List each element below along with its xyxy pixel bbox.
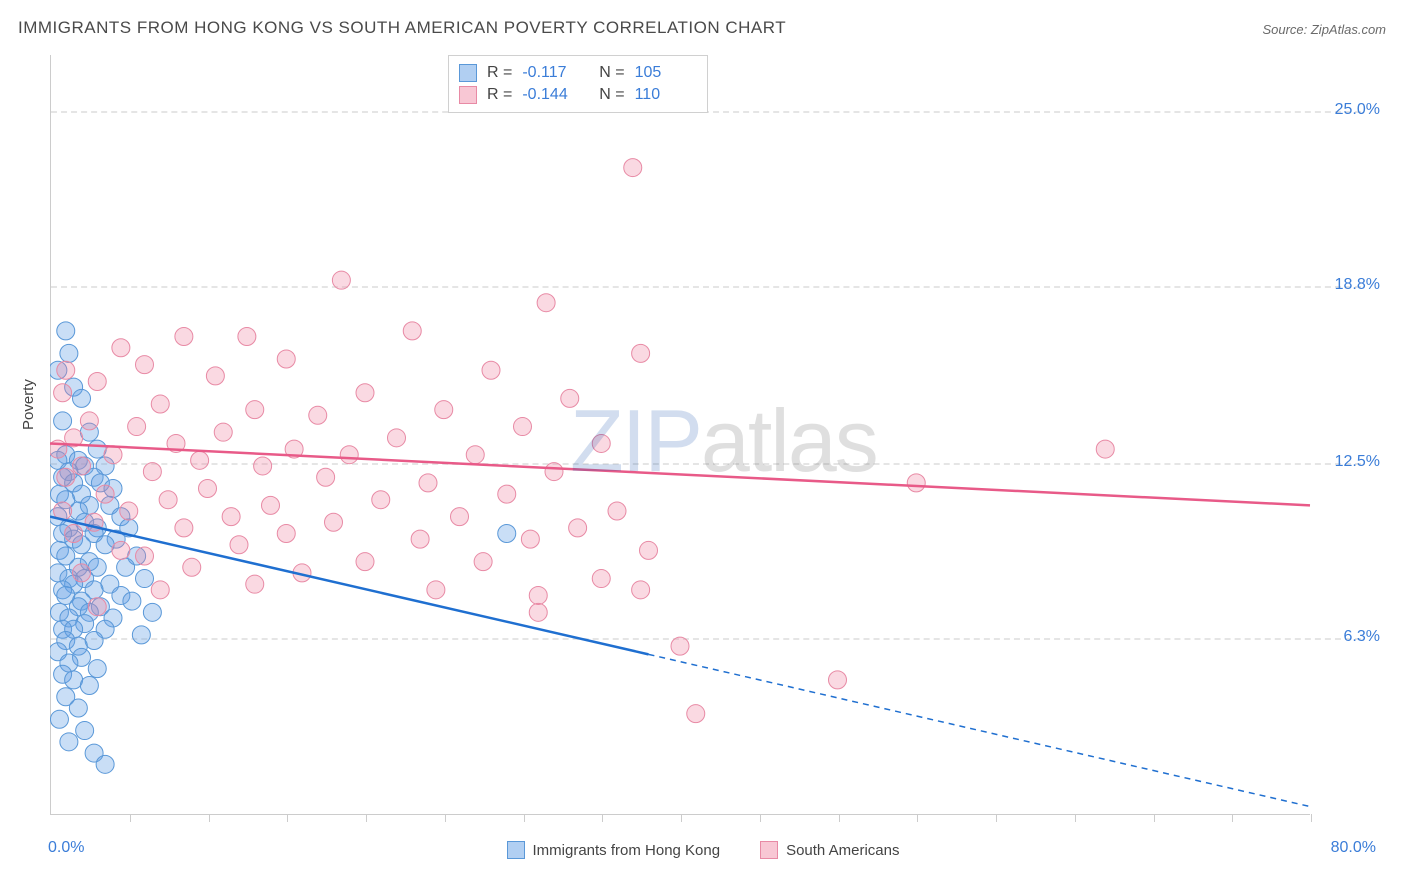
x-tick	[760, 814, 761, 822]
chart-title: IMMIGRANTS FROM HONG KONG VS SOUTH AMERI…	[18, 18, 786, 38]
x-tick	[1075, 814, 1076, 822]
y-tick-label: 18.8%	[1335, 276, 1380, 294]
y-tick-label: 12.5%	[1335, 453, 1380, 471]
x-tick	[839, 814, 840, 822]
source-attribution: Source: ZipAtlas.com	[1262, 22, 1386, 37]
x-tick	[445, 814, 446, 822]
gridline-h	[51, 463, 1361, 465]
gridline-h	[51, 638, 1361, 640]
y-axis-label: Poverty	[20, 379, 37, 430]
stats-n-label: N =	[590, 64, 624, 82]
x-tick	[366, 814, 367, 822]
y-tick-label: 6.3%	[1344, 628, 1380, 646]
x-tick	[602, 814, 603, 822]
x-tick	[524, 814, 525, 822]
stats-r-value-hk: -0.117	[522, 64, 580, 82]
x-tick	[1311, 814, 1312, 822]
stats-r-label: R =	[487, 64, 512, 82]
x-tick	[287, 814, 288, 822]
legend-item-hk: Immigrants from Hong Kong	[507, 841, 721, 859]
x-tick	[130, 814, 131, 822]
x-tick	[1154, 814, 1155, 822]
x-tick	[1232, 814, 1233, 822]
x-tick	[681, 814, 682, 822]
bottom-legend: Immigrants from Hong Kong South Americans	[0, 841, 1406, 859]
plot-area	[50, 55, 1310, 815]
legend-label-hk: Immigrants from Hong Kong	[533, 842, 721, 859]
stats-row-sa: R = -0.144 N = 110	[459, 84, 693, 106]
stats-n-value-sa: 110	[635, 86, 693, 104]
swatch-hk	[459, 64, 477, 82]
x-tick	[209, 814, 210, 822]
x-tick	[996, 814, 997, 822]
legend-swatch-sa	[760, 841, 778, 859]
stats-n-label: N =	[590, 86, 624, 104]
legend-swatch-hk	[507, 841, 525, 859]
x-tick	[917, 814, 918, 822]
y-tick-label: 25.0%	[1335, 101, 1380, 119]
legend-label-sa: South Americans	[786, 842, 899, 859]
legend-item-sa: South Americans	[760, 841, 899, 859]
stats-r-value-sa: -0.144	[522, 86, 580, 104]
stats-r-label: R =	[487, 86, 512, 104]
swatch-sa	[459, 86, 477, 104]
stats-legend-box: R = -0.117 N = 105R = -0.144 N = 110	[448, 55, 708, 113]
stats-n-value-hk: 105	[635, 64, 693, 82]
gridline-h	[51, 286, 1361, 288]
stats-row-hk: R = -0.117 N = 105	[459, 62, 693, 84]
